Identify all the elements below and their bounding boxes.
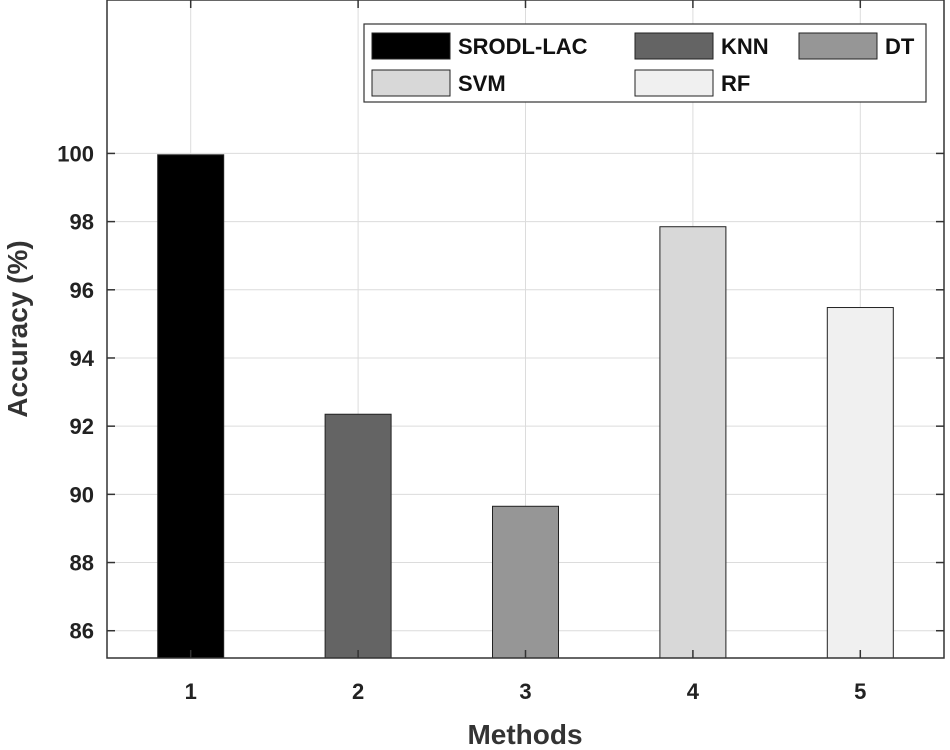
x-tick-label: 1 bbox=[185, 679, 197, 704]
legend-label-dt: DT bbox=[885, 34, 915, 59]
bar-srodl-lac bbox=[157, 154, 225, 659]
legend-swatch-dt bbox=[798, 32, 878, 60]
legend-label-srodl-lac: SRODL-LAC bbox=[458, 34, 588, 59]
y-tick-label: 96 bbox=[70, 278, 94, 303]
y-tick-label: 90 bbox=[70, 482, 94, 507]
bar-rf bbox=[826, 307, 894, 659]
y-tick-label: 98 bbox=[70, 210, 94, 235]
y-axis-ticks: 86 88 90 92 94 96 98 100 bbox=[57, 141, 944, 644]
legend: SRODL-LAC KNN DT SVM RF bbox=[363, 23, 927, 103]
x-tick-label: 5 bbox=[854, 679, 866, 704]
bar-dt bbox=[492, 505, 559, 659]
x-axis-ticks: 1 2 3 4 5 bbox=[185, 0, 866, 704]
legend-swatch-srodl-lac bbox=[371, 32, 451, 60]
y-tick-label: 92 bbox=[70, 414, 94, 439]
bar-knn bbox=[324, 413, 392, 659]
legend-swatch-knn bbox=[634, 32, 714, 60]
x-tick-label: 4 bbox=[687, 679, 700, 704]
y-tick-label: 100 bbox=[57, 141, 94, 166]
y-tick-label: 88 bbox=[70, 551, 94, 576]
y-axis-title: Accuracy (%) bbox=[2, 240, 33, 417]
x-tick-label: 3 bbox=[519, 679, 531, 704]
legend-label-rf: RF bbox=[721, 71, 750, 96]
bar-svm bbox=[659, 226, 727, 659]
x-tick-label: 2 bbox=[352, 679, 364, 704]
legend-label-knn: KNN bbox=[721, 34, 769, 59]
bars bbox=[157, 154, 894, 659]
y-tick-label: 86 bbox=[70, 619, 94, 644]
x-axis-title: Methods bbox=[467, 719, 582, 750]
legend-swatch-svm bbox=[371, 69, 451, 97]
legend-label-svm: SVM bbox=[458, 71, 506, 96]
y-tick-label: 94 bbox=[70, 346, 95, 371]
legend-swatch-rf bbox=[634, 69, 714, 97]
